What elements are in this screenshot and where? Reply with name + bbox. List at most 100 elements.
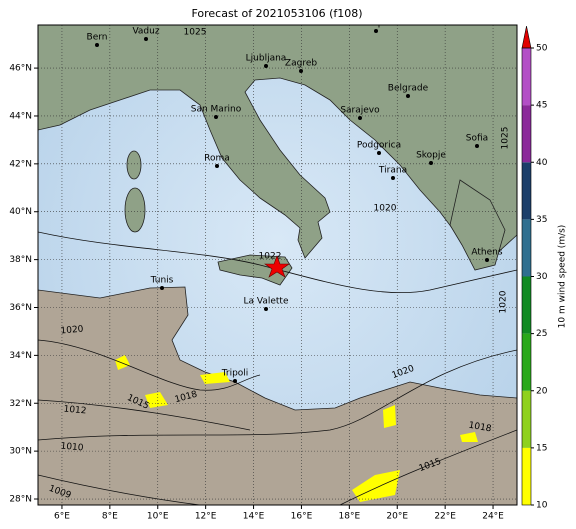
isobar <box>38 399 251 431</box>
city-label: Zagreb <box>285 59 317 69</box>
colorbar-tick-label: 20 <box>536 386 548 396</box>
city-dot <box>160 286 164 290</box>
colorbar-segment <box>522 219 531 277</box>
colorbar-tick-label: 50 <box>536 44 548 54</box>
city-dot <box>299 69 303 73</box>
greece <box>449 179 506 271</box>
city-label: San Marino <box>191 105 242 115</box>
axes: 6°E 8°E 10°E 12°E 14°E 16°E 18°E 20°E 22°E 24°E 28… <box>9 64 504 522</box>
city-label: La Valette <box>244 297 289 307</box>
title: Forecast of 2021053106 (f108) <box>191 7 362 20</box>
city-label: Tirana <box>378 166 407 176</box>
isobar-label: 1018 <box>468 421 493 435</box>
city-dot <box>377 151 381 155</box>
isobar <box>38 339 261 391</box>
city-label: Tunis <box>150 276 174 286</box>
city-label: Vaduz <box>132 27 159 37</box>
colorbar-extend <box>521 25 532 49</box>
city-dot <box>264 64 268 68</box>
colorbar: 10 15 20 25 30 35 40 45 50 10 m wind speed (m/s) <box>521 25 568 511</box>
city-dot <box>233 379 237 383</box>
city-label: Tripoli <box>221 369 249 379</box>
x-tick-label: 18°E <box>339 512 361 522</box>
x-tick-label: 16°E <box>291 512 313 522</box>
y-tick-label: 38°N <box>9 255 32 265</box>
y-tick-label: 42°N <box>9 159 32 169</box>
colorbar-segment <box>522 276 531 334</box>
sardinia <box>124 187 146 233</box>
y-tick-label: 36°N <box>9 303 32 313</box>
colorbar-segment <box>522 48 531 106</box>
x-tick-label: 14°E <box>243 512 265 522</box>
colorbar-tick-label: 10 <box>536 501 548 511</box>
city-label: Sofia <box>466 134 488 144</box>
x-tick-label: 22°E <box>434 512 456 522</box>
colorbar-tick-label: 30 <box>536 272 548 282</box>
colorbar-segment <box>522 162 531 220</box>
colorbar-tick-label: 45 <box>536 101 547 111</box>
city-dot <box>144 37 148 41</box>
city-dot <box>429 161 433 165</box>
y-tick-label: 32°N <box>9 399 32 409</box>
colorbar-tick-label: 25 <box>536 329 547 339</box>
y-tick-label: 30°N <box>9 447 32 457</box>
colorbar-tick-label: 35 <box>536 215 547 225</box>
isobar-label: 1025 <box>184 28 207 38</box>
city-dot <box>374 29 378 33</box>
isobar-label: 1025 <box>501 127 511 150</box>
city-label: Roma <box>204 154 230 164</box>
city-label: Budapest <box>355 19 398 29</box>
x-tick-label: 20°E <box>386 512 408 522</box>
city-dot <box>264 307 268 311</box>
city-dot <box>215 164 219 168</box>
corsica <box>126 150 142 180</box>
y-tick-label: 40°N <box>9 207 32 217</box>
colorbar-segment <box>522 390 531 448</box>
isobar-label: 1020 <box>60 324 84 336</box>
europe-land <box>38 25 517 259</box>
map-frame <box>37 24 518 506</box>
star-marker <box>264 255 290 278</box>
city-dot <box>485 258 489 262</box>
grid <box>38 25 517 505</box>
city-label: Sarajevo <box>340 106 380 116</box>
colorbar-tick-label: 15 <box>536 443 547 453</box>
city-dot <box>391 176 395 180</box>
colorbar-segment <box>522 333 531 391</box>
x-tick-label: 6°E <box>54 512 70 522</box>
isobar-label: 1020 <box>374 204 397 214</box>
city-label: Podgorica <box>357 141 401 151</box>
city-label: Athens <box>471 248 502 258</box>
city-dot <box>214 115 218 119</box>
city-dot <box>95 43 99 47</box>
y-tick-label: 44°N <box>9 111 32 121</box>
x-tick-label: 8°E <box>102 512 118 522</box>
y-tick-label: 28°N <box>9 495 32 505</box>
city-label: Bern <box>87 33 108 43</box>
city-label: Ljubljana <box>246 54 287 64</box>
x-tick-label: 10°E <box>147 512 169 522</box>
x-tick-label: 24°E <box>482 512 504 522</box>
isobar-label: 1022 <box>259 252 282 262</box>
isobar <box>38 474 201 505</box>
y-tick-label: 46°N <box>9 64 32 74</box>
city-dot <box>406 94 410 98</box>
colorbar-segment <box>522 105 531 163</box>
africa-land <box>38 286 517 505</box>
isobar <box>339 429 517 505</box>
y-tick-label: 34°N <box>9 351 32 361</box>
isobar-label: 1020 <box>499 290 509 313</box>
city-dot <box>358 116 362 120</box>
isobar <box>38 231 517 294</box>
colorbar-segment <box>522 447 531 505</box>
sicily <box>217 254 293 286</box>
isobar-label: 1012 <box>63 405 87 417</box>
city-label: Skopje <box>416 151 446 161</box>
city-label: Belgrade <box>388 84 429 94</box>
isobar-label: 1010 <box>60 442 84 454</box>
city-dot <box>475 144 479 148</box>
colorbar-tick-label: 40 <box>536 158 548 168</box>
x-tick-label: 12°E <box>195 512 217 522</box>
